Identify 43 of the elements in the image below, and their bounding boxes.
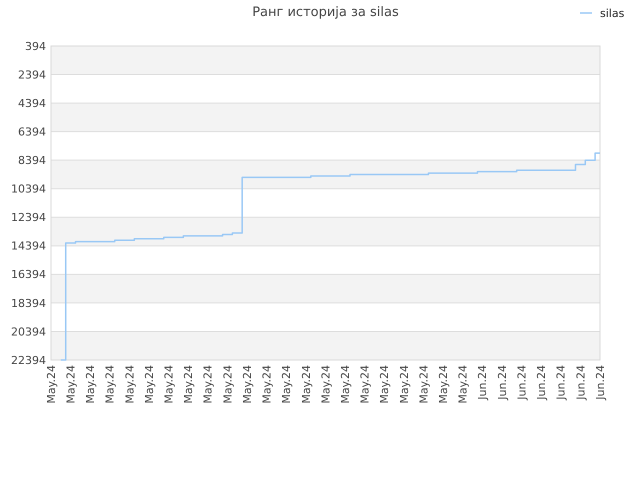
y-tick-label: 4394 (18, 96, 46, 110)
x-tick-label: May.24 (280, 365, 294, 404)
x-tick-label: Jun.24 (515, 365, 528, 401)
x-tick-label: Jun.24 (476, 365, 490, 401)
x-tick-label: Jun.24 (594, 365, 607, 401)
legend-label: silas (600, 6, 625, 20)
x-tick-label: May.24 (338, 365, 352, 404)
x-tick-label: Jun.24 (574, 365, 588, 401)
y-tick-label: 16394 (11, 268, 46, 282)
y-tick-label: 12394 (11, 211, 46, 224)
x-tick-label: May.24 (123, 365, 136, 404)
x-tick-label: May.24 (398, 365, 411, 404)
x-tick-label: May.24 (64, 365, 78, 404)
x-tick-label: May.24 (44, 365, 58, 404)
y-tick-label: 14394 (11, 240, 46, 253)
y-tick-label: 6394 (18, 125, 46, 138)
x-tick-label: May.24 (142, 365, 156, 404)
x-tick-label: May.24 (240, 365, 254, 404)
y-tick-label: 22394 (11, 354, 46, 367)
chart-title: Ранг историја за silas (252, 5, 399, 20)
x-tick-label: May.24 (456, 365, 470, 404)
x-tick-label: May.24 (162, 365, 176, 404)
x-tick-label: May.24 (378, 365, 392, 404)
x-tick-label: May.24 (300, 365, 313, 404)
x-tick-label: May.24 (104, 365, 117, 404)
y-tick-label: 20394 (11, 325, 46, 338)
x-tick-label: May.24 (202, 365, 215, 404)
y-tick-label: 8394 (18, 154, 46, 168)
y-tick-label: 18394 (11, 296, 46, 310)
x-tick-label: May.24 (358, 365, 372, 404)
x-tick-label: Jun.24 (535, 365, 548, 401)
x-tick-label: May.24 (436, 365, 450, 404)
y-tick-label: 10394 (11, 182, 46, 196)
x-tick-label: May.24 (182, 365, 196, 404)
x-tick-label: May.24 (221, 365, 234, 404)
x-tick-label: May.24 (319, 365, 332, 404)
x-tick-label: Jun.24 (554, 365, 568, 401)
x-tick-label: May.24 (84, 365, 98, 404)
x-tick-label: May.24 (260, 365, 274, 404)
y-tick-label: 2394 (18, 68, 46, 82)
y-tick-label: 394 (25, 40, 46, 53)
x-tick-label: Jun.24 (496, 365, 509, 401)
x-tick-label: May.24 (417, 365, 430, 404)
